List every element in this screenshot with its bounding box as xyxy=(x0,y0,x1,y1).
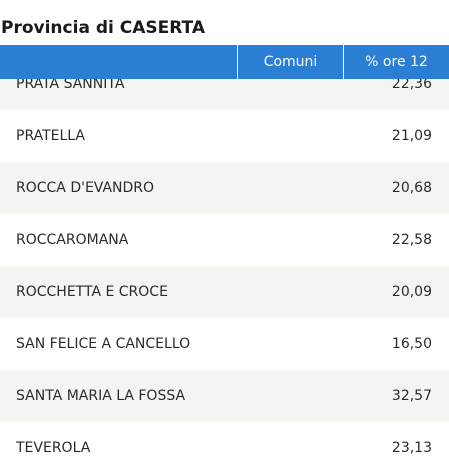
row-comune: ROCCA D'EVANDRO xyxy=(16,180,155,196)
header-separator xyxy=(343,45,344,79)
row-pct: 20,68 xyxy=(391,180,432,196)
results-table[interactable]: Comuni % ore 12 PRATA SANNITA 22,36 PRAT… xyxy=(0,45,449,473)
column-header-comuni[interactable]: Comuni xyxy=(263,54,318,70)
column-header-pct[interactable]: % ore 12 xyxy=(365,54,428,70)
table-row: SANTA MARIA LA FOSSA 32,57 xyxy=(0,370,449,422)
table-body: PRATA SANNITA 22,36 PRATELLA 21,09 ROCCA… xyxy=(0,58,449,473)
header-separator xyxy=(237,45,238,79)
table-row: ROCCHETTA E CROCE 20,09 xyxy=(0,266,449,318)
row-pct: 20,09 xyxy=(391,284,432,300)
row-pct: 22,58 xyxy=(391,232,432,248)
row-comune: SANTA MARIA LA FOSSA xyxy=(16,388,186,404)
row-comune: ROCCHETTA E CROCE xyxy=(16,284,168,300)
table-row: ROCCA D'EVANDRO 20,68 xyxy=(0,162,449,214)
row-pct: 21,09 xyxy=(391,128,432,144)
table-row: TEVEROLA 23,13 xyxy=(0,422,449,473)
table-header: Comuni % ore 12 xyxy=(0,45,449,79)
table-row: ROCCAROMANA 22,58 xyxy=(0,214,449,266)
row-comune: SAN FELICE A CANCELLO xyxy=(16,336,191,352)
row-comune: PRATA SANNITA xyxy=(16,76,125,92)
table-row: SAN FELICE A CANCELLO 16,50 xyxy=(0,318,449,370)
row-pct: 16,50 xyxy=(391,336,432,352)
row-comune: ROCCAROMANA xyxy=(16,232,129,248)
table-row: PRATELLA 21,09 xyxy=(0,110,449,162)
row-pct: 22,36 xyxy=(391,76,432,92)
page-title: Provincia di CASERTA xyxy=(1,18,205,38)
row-pct: 23,13 xyxy=(391,440,432,456)
row-comune: TEVEROLA xyxy=(16,440,91,456)
row-pct: 32,57 xyxy=(391,388,432,404)
row-comune: PRATELLA xyxy=(16,128,85,144)
